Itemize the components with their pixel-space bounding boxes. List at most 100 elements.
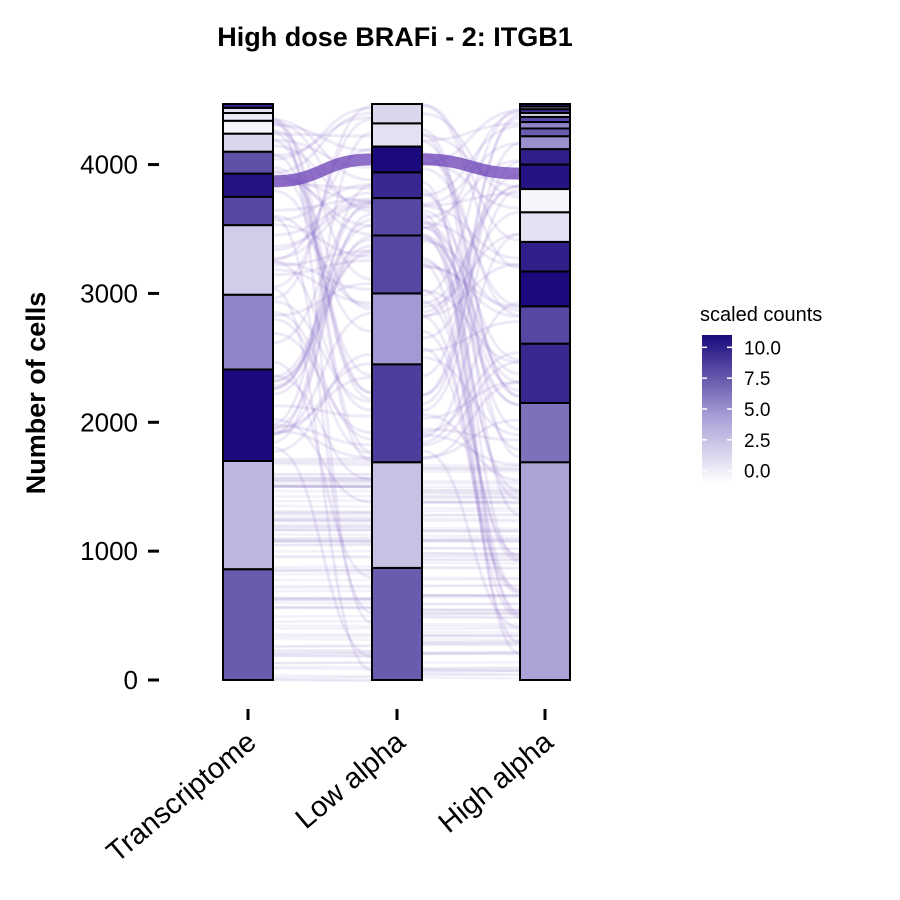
flow-curve <box>272 118 373 182</box>
flow-curve <box>272 375 373 430</box>
flow-line <box>421 615 521 619</box>
flow-curve <box>421 259 521 406</box>
flow-curve <box>421 159 521 219</box>
flow-line <box>272 678 373 683</box>
stratum-column <box>519 103 571 681</box>
flow-curve <box>272 259 373 412</box>
x-tick-label: Low alpha <box>290 725 413 835</box>
flow-curve <box>421 315 521 619</box>
flow-line <box>421 513 521 517</box>
flow-curve <box>272 268 373 305</box>
flow-line <box>272 476 373 480</box>
flow-curve <box>421 188 521 561</box>
flow-curve <box>272 165 373 311</box>
flow-curve <box>272 331 373 435</box>
flow-curve <box>421 142 521 406</box>
y-tick-label: 1000 <box>80 536 138 566</box>
flow-curve <box>272 214 373 308</box>
flow-curve <box>272 238 373 383</box>
flow-line <box>421 577 521 582</box>
stratum-segment <box>519 270 571 308</box>
flow-curve <box>421 288 521 563</box>
flow-curve <box>272 117 373 289</box>
flow-curve <box>421 204 521 260</box>
legend-ticks: 10.0 7.5 5.0 2.5 0.0 <box>702 338 781 483</box>
flow-line <box>421 611 521 615</box>
flow-curve <box>272 117 373 454</box>
flow-curve <box>421 236 521 501</box>
stratum-segment <box>371 566 423 682</box>
legend: scaled counts 10.0 7.5 5.0 2.5 0.0 <box>700 304 822 483</box>
flow-line <box>272 484 373 489</box>
flow-curve <box>421 289 521 364</box>
flow-line <box>272 540 373 544</box>
stratum-segment <box>371 461 423 569</box>
flow-curve <box>272 215 373 615</box>
flow-curve <box>272 104 373 300</box>
stratum-segment <box>519 240 571 273</box>
flow-curve <box>272 317 373 455</box>
flow-line <box>421 488 521 493</box>
stratum-segment <box>222 150 274 175</box>
flow-curve <box>421 320 521 353</box>
flow-line <box>421 479 521 483</box>
flow-curve <box>272 106 373 161</box>
legend-tick-label: 10.0 <box>744 338 781 359</box>
flow-line <box>421 650 521 654</box>
flow-curve <box>272 131 373 426</box>
flow-line <box>421 485 521 489</box>
flows-layer <box>272 103 521 683</box>
flow-line <box>272 606 373 610</box>
stratum-segment <box>371 145 423 174</box>
flow-curve <box>421 191 521 207</box>
legend-tick-label: 5.0 <box>744 400 770 421</box>
flow-curve <box>421 232 521 439</box>
stratum-segment <box>222 132 274 153</box>
flow-curve <box>272 199 373 237</box>
flow-curve <box>272 352 373 454</box>
stratum-segment <box>519 211 571 243</box>
flow-line <box>272 533 373 537</box>
stratum-segment <box>519 305 571 345</box>
flow-curve <box>421 300 521 558</box>
stratum-segment <box>371 197 423 237</box>
flow-line <box>272 614 373 618</box>
flow-line <box>421 496 521 500</box>
stratum-segment <box>222 103 274 109</box>
flow-line <box>421 552 521 556</box>
flow-line <box>272 675 373 679</box>
dominant-flow <box>272 153 373 188</box>
stratum-segment <box>371 292 423 366</box>
flow-curve <box>272 197 373 212</box>
flow-line <box>272 539 373 543</box>
flow-curve <box>272 457 373 461</box>
flow-line <box>421 561 521 565</box>
flow-curve <box>272 153 373 395</box>
stratum-segment <box>222 368 274 462</box>
flow-curve <box>272 218 373 391</box>
flow-line <box>272 543 373 547</box>
flow-line <box>421 558 521 562</box>
flow-curve <box>272 201 373 248</box>
flow-line <box>421 595 521 599</box>
flow-curve <box>421 188 521 413</box>
flow-curve <box>272 123 373 152</box>
flow-line <box>272 674 373 678</box>
flow-line <box>421 651 521 655</box>
flow-line <box>272 504 373 508</box>
flow-curve <box>421 262 521 318</box>
stratum-segment <box>222 195 274 227</box>
flow-line <box>421 551 521 556</box>
flow-curve <box>421 346 521 595</box>
stratum-segment <box>222 172 274 198</box>
flow-curve <box>421 221 521 384</box>
flow-line <box>272 637 373 641</box>
flow-line <box>421 490 521 495</box>
y-axis-label: Number of cells <box>21 292 51 495</box>
flow-line <box>421 499 521 504</box>
flow-line <box>272 536 373 540</box>
flow-line <box>272 654 373 658</box>
flow-line <box>272 485 373 489</box>
flow-curve <box>272 204 373 345</box>
flow-curve <box>421 218 521 655</box>
